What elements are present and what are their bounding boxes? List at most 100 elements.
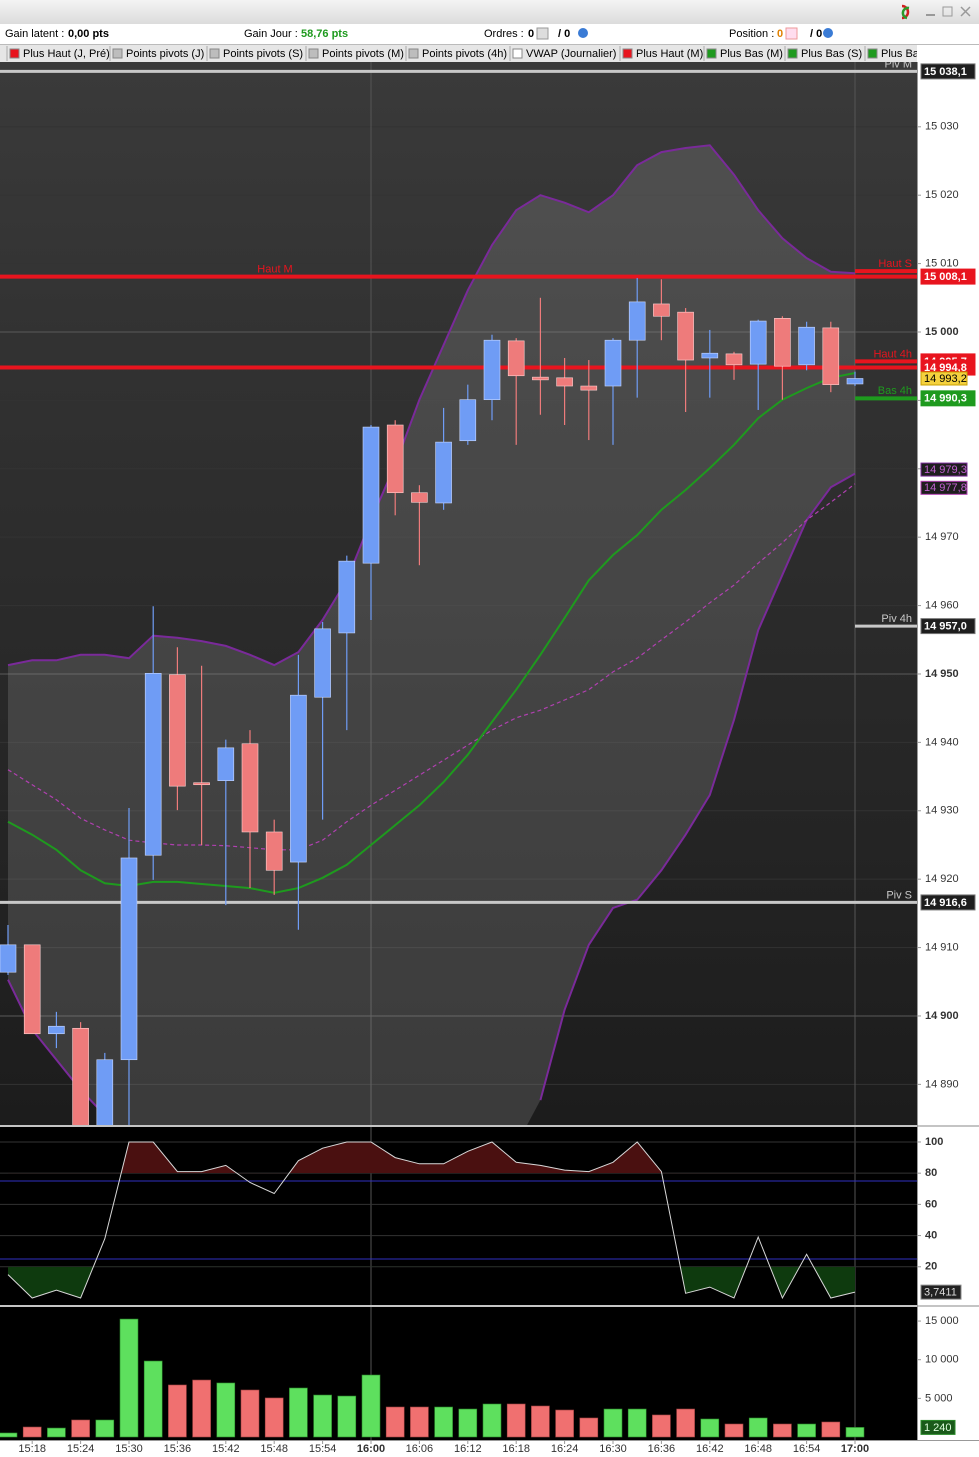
indicator-tab[interactable]: Plus Haut (J, Pré) — [23, 48, 110, 60]
band-fill — [8, 145, 855, 1125]
price-box-label: 14 993,2 — [924, 373, 967, 385]
volume-bar — [845, 1427, 865, 1438]
oscillator-line — [7, 1141, 856, 1300]
candle-body — [193, 782, 210, 786]
indicator-swatch — [408, 48, 419, 59]
price-box — [920, 371, 968, 386]
x-tick-label: 16:24 — [551, 1443, 579, 1455]
indicator-swatch — [308, 48, 319, 59]
label: Gain latent : — [5, 28, 64, 40]
status-bar — [0, 24, 979, 45]
tab-clip — [917, 45, 979, 62]
candle-body — [48, 1025, 65, 1035]
indicator-tab[interactable]: VWAP (Journalier) — [526, 48, 616, 60]
value-box — [920, 1419, 956, 1435]
price-box-label: 14 994,8 — [924, 362, 967, 374]
volume-bar — [458, 1408, 478, 1438]
candle-body — [386, 424, 404, 494]
indicator-tab[interactable]: Plus Ba — [881, 48, 920, 60]
x-tick-label: 16:06 — [406, 1443, 434, 1455]
price-box-label: 15 038,1 — [924, 66, 967, 78]
y-tick-label: 14 930 — [925, 805, 959, 817]
x-tick-label: 16:54 — [793, 1443, 821, 1455]
price-box-label: 14 979,3 — [924, 464, 967, 476]
indicator-tab[interactable]: Points pivots (M) — [322, 48, 404, 60]
x-tick-label: 16:42 — [696, 1443, 724, 1455]
candle-body — [846, 378, 864, 385]
settings-icon[interactable] — [578, 28, 588, 38]
minimize-button[interactable] — [926, 14, 935, 16]
title-bar — [0, 0, 979, 24]
volume-bar — [143, 1360, 163, 1438]
indicator-tab[interactable]: Plus Bas (M) — [720, 48, 783, 60]
x-tick-label: 15:36 — [164, 1443, 192, 1455]
indicator-tab[interactable]: Points pivots (4h) — [422, 48, 507, 60]
x-tick-label: 15:42 — [212, 1443, 240, 1455]
indicator-swatch — [9, 48, 20, 59]
level-name: Bas 4h — [878, 385, 912, 397]
close-button[interactable] — [960, 6, 971, 17]
y-tick-label: 14 900 — [925, 1010, 959, 1022]
candle-body — [653, 303, 670, 317]
indicator-tab[interactable]: Plus Haut (M) — [636, 48, 703, 60]
y-tick-label: 15 000 — [925, 1315, 959, 1327]
y-tick-label: 15 000 — [925, 326, 959, 338]
candle-body — [677, 311, 694, 361]
candle-body — [604, 339, 622, 387]
x-tick-label: 16:48 — [744, 1443, 772, 1455]
volume-bar — [579, 1417, 599, 1438]
volume-bar — [482, 1403, 502, 1438]
level-name: Piv M — [885, 58, 913, 70]
y-tick-label: 14 960 — [925, 599, 959, 611]
indicator-tab[interactable]: Points pivots (S) — [223, 48, 303, 60]
position-icon[interactable] — [785, 27, 798, 40]
refresh-icon-part — [901, 6, 910, 20]
candle-body — [169, 674, 186, 787]
candle-body — [532, 376, 549, 381]
y-tick-label: 20 — [925, 1261, 937, 1273]
value-box — [920, 1284, 962, 1300]
indicator-swatch — [209, 48, 220, 59]
price-box — [920, 63, 976, 80]
orders-icon[interactable] — [536, 27, 549, 40]
indicator-line — [7, 144, 856, 667]
x-tick-label: 17:00 — [841, 1443, 869, 1455]
price-box-label: 14 990,3 — [924, 393, 967, 405]
volume-plot — [0, 1307, 865, 1440]
indicator-swatch — [622, 48, 633, 59]
candle-body — [96, 1059, 114, 1125]
candle-body — [507, 340, 525, 377]
volume-bar — [385, 1406, 405, 1438]
indicator-tab[interactable]: Plus Bas (S) — [801, 48, 862, 60]
volume-bar — [773, 1423, 792, 1438]
candle-body — [483, 339, 501, 401]
x-tick-label: 15:24 — [67, 1443, 95, 1455]
indicator-tab[interactable]: Points pivots (J) — [126, 48, 204, 60]
volume-bar — [71, 1419, 90, 1438]
indicator-swatch — [706, 48, 717, 59]
indicator-swatch — [867, 48, 878, 59]
value: / 0 — [810, 28, 822, 40]
value: 0,00 pts — [68, 28, 109, 40]
candle-body — [217, 747, 235, 781]
settings-icon[interactable] — [823, 28, 833, 38]
y-tick-label: 15 010 — [925, 257, 959, 269]
y-tick-label: 10 000 — [925, 1354, 959, 1366]
x-tick-label: 16:00 — [357, 1443, 385, 1455]
y-tick-label: 14 940 — [925, 736, 959, 748]
y-tick-label: 14 910 — [925, 941, 959, 953]
y-tick-label: 14 970 — [925, 531, 959, 543]
volume-bar — [410, 1406, 429, 1438]
x-tick-label: 16:36 — [648, 1443, 676, 1455]
price-box — [920, 480, 968, 495]
maximize-button[interactable] — [942, 6, 953, 17]
volume-bar — [22, 1426, 42, 1438]
y-tick-label: 100 — [925, 1136, 943, 1148]
indicator-swatch — [512, 48, 523, 59]
candle-body — [459, 399, 477, 442]
volume-bar — [216, 1382, 236, 1438]
volume-bar — [313, 1394, 332, 1438]
candle-body — [290, 694, 307, 863]
